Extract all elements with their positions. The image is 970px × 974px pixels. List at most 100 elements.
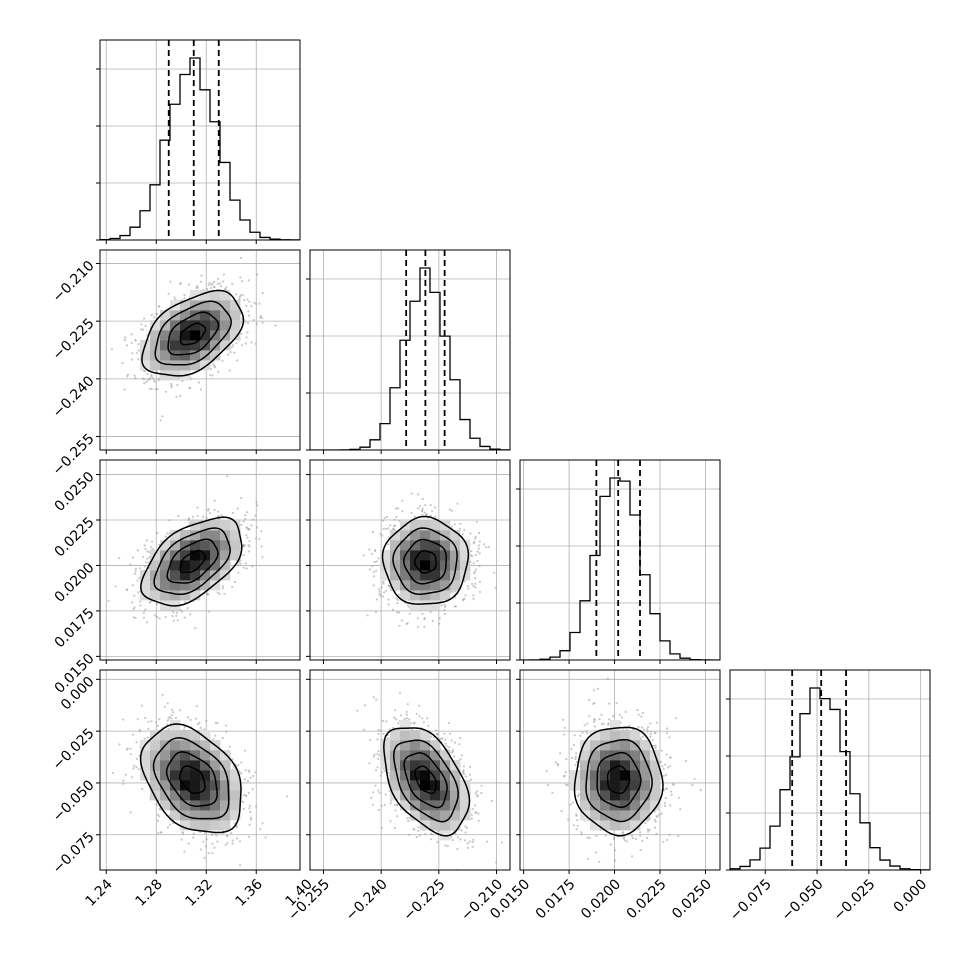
scatter-point (155, 313, 157, 315)
histogram-line (100, 58, 300, 240)
scatter-point (184, 617, 186, 619)
scatter-point (213, 847, 215, 849)
scatter-point (197, 723, 199, 725)
scatter-point (640, 849, 642, 851)
scatter-point (574, 764, 576, 766)
scatter-point (612, 715, 614, 717)
scatter-point (150, 720, 152, 722)
scatter-point (376, 738, 378, 740)
scatter-point (432, 620, 434, 622)
scatter-point (229, 746, 231, 748)
density-cell (190, 790, 200, 800)
scatter-point (636, 709, 638, 711)
scatter-point (423, 618, 425, 620)
scatter-point (209, 374, 211, 376)
scatter-point (372, 804, 374, 806)
scatter-point (416, 713, 418, 715)
scatter-panel-3-1 (306, 670, 510, 874)
scatter-point (380, 775, 382, 777)
scatter-point (177, 515, 179, 517)
scatter-point (144, 608, 146, 610)
scatter-point (251, 788, 253, 790)
scatter-point (107, 600, 109, 602)
scatter-point (464, 580, 466, 582)
scatter-point (127, 374, 129, 376)
scatter-point (240, 497, 242, 499)
scatter-point (406, 714, 408, 716)
scatter-point (427, 725, 429, 727)
scatter-point (642, 736, 644, 738)
scatter-point (373, 755, 375, 757)
scatter-point (647, 731, 649, 733)
scatter-point (472, 841, 474, 843)
scatter-point (136, 352, 138, 354)
density-cell (160, 570, 170, 580)
scatter-point (393, 717, 395, 719)
panel-content (88, 250, 306, 450)
scatter-point (373, 571, 375, 573)
scatter-point (397, 599, 399, 601)
scatter-point (631, 855, 633, 857)
scatter-point (576, 819, 578, 821)
scatter-point (144, 738, 146, 740)
scatter-point (371, 565, 373, 567)
scatter-point (563, 733, 565, 735)
density-cell (210, 340, 220, 350)
scatter-point (210, 287, 212, 289)
scatter-point (588, 715, 590, 717)
scatter-point (573, 744, 575, 746)
scatter-point (222, 280, 224, 282)
scatter-point (486, 841, 488, 843)
scatter-point (565, 758, 567, 760)
scatter-point (258, 303, 260, 305)
scatter-point (426, 513, 428, 515)
scatter-point (581, 833, 583, 835)
scatter-point (407, 605, 409, 607)
density-cell (440, 540, 450, 550)
scatter-point (246, 331, 248, 333)
scatter-point (197, 515, 199, 517)
scatter-point (139, 730, 141, 732)
scatter-point (236, 837, 238, 839)
density-cell (400, 730, 410, 740)
scatter-point (395, 507, 397, 509)
scatter-point (470, 550, 472, 552)
panel-content (520, 670, 720, 870)
scatter-point (246, 511, 248, 513)
density-cell (180, 740, 190, 750)
scatter-point (380, 595, 382, 597)
scatter-point (664, 805, 666, 807)
scatter-point (189, 387, 191, 389)
scatter-point (407, 817, 409, 819)
scatter-point (469, 774, 471, 776)
scatter-point (242, 294, 244, 296)
scatter-point (231, 346, 233, 348)
scatter-point (253, 302, 255, 304)
scatter-point (436, 733, 438, 735)
scatter-point (404, 718, 406, 720)
scatter-point (256, 323, 258, 325)
density-cell (230, 790, 240, 800)
scatter-point (192, 516, 194, 518)
scatter-point (577, 825, 579, 827)
scatter-point (243, 794, 245, 796)
density-cell (190, 330, 200, 340)
scatter-point (422, 508, 424, 510)
scatter-point (213, 286, 215, 288)
scatter-point (654, 827, 656, 829)
scatter-point (182, 832, 184, 834)
scatter-point (262, 292, 264, 294)
scatter-point (417, 830, 419, 832)
scatter-point (150, 546, 152, 548)
scatter-point (459, 758, 461, 760)
scatter-point (417, 507, 419, 509)
scatter-point (599, 718, 601, 720)
scatter-point (443, 609, 445, 611)
scatter-point (493, 572, 495, 574)
density-cell (180, 590, 190, 600)
scatter-point (387, 527, 389, 529)
scatter-point (382, 720, 384, 722)
scatter-point (158, 378, 160, 380)
scatter-point (156, 616, 158, 618)
density-cell (190, 310, 200, 320)
